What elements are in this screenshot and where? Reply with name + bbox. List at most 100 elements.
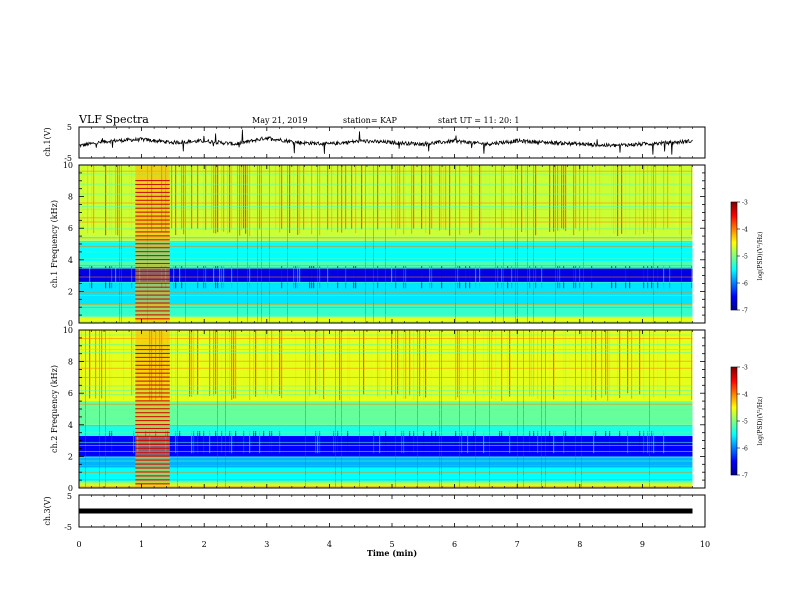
header-date: May 21, 2019 — [252, 116, 308, 125]
spectrogram-line — [79, 183, 693, 185]
spectrogram-streak — [559, 165, 561, 232]
spectrogram-streak — [515, 165, 516, 323]
spectrogram-streak — [579, 165, 581, 232]
spectrogram-streak — [425, 165, 427, 233]
spectrogram-streak — [229, 165, 231, 233]
spectrogram-streak — [525, 165, 527, 233]
spectrogram-streak — [471, 165, 473, 233]
ch1-waveform-panel: 5 -5 ch.1(V) — [43, 123, 706, 163]
spectrogram-streak — [133, 330, 135, 394]
spectrogram-streak — [211, 165, 213, 229]
spectrogram-streak — [275, 165, 277, 230]
spectrogram-streak — [373, 165, 374, 323]
spectrogram-streak — [607, 330, 609, 401]
spectrogram-streak — [365, 330, 367, 402]
spectrogram-streak — [443, 165, 445, 230]
spectrogram-line — [79, 367, 693, 369]
spectrogram-streak — [221, 330, 223, 397]
spectrogram-streak — [397, 330, 399, 395]
spectrogram-streak — [249, 330, 251, 401]
x-axis-label: Time (min) — [367, 548, 417, 558]
spectrogram-streak — [271, 330, 273, 394]
spectrogram-streak — [193, 330, 195, 395]
spectrogram-streak — [339, 330, 341, 401]
spectrogram-streak — [95, 330, 97, 399]
spectrogram-burst-line — [135, 475, 170, 477]
spectrogram-streak — [93, 165, 95, 233]
spectrogram-burst-line — [135, 247, 170, 249]
spectrogram-streak — [85, 330, 86, 488]
spectrogram-streak — [555, 165, 556, 323]
ch2-colorbar: -3 -4 -5 -6 -7 log(PSD)(V²/Hz) — [730, 365, 764, 480]
spectrogram-streak — [611, 165, 613, 229]
spectrogram-streak — [377, 330, 379, 397]
spectrogram-streak — [323, 330, 325, 400]
spectrogram-streak — [171, 165, 173, 229]
spectrogram-line — [79, 228, 693, 230]
spectrogram-streak — [587, 330, 589, 401]
spectrogram-burst-line — [135, 195, 170, 197]
colorbar-tick-label: -7 — [742, 473, 748, 480]
spectrogram-burst-line — [135, 290, 170, 292]
spectrogram-streak — [401, 330, 403, 396]
spectrogram-line — [79, 471, 693, 473]
spectrogram-line — [79, 321, 693, 323]
colorbar-tick-label: -5 — [742, 419, 748, 426]
spectrogram-streak — [461, 330, 463, 400]
spectrogram-streak — [203, 165, 205, 232]
spectrogram-burst-line — [135, 278, 170, 280]
spectrogram-streak — [507, 330, 509, 394]
spectrogram-streak — [359, 330, 360, 488]
spectrogram-streak — [541, 165, 543, 229]
spectrogram-burst-line — [135, 180, 170, 182]
spectrogram-streak — [251, 165, 253, 235]
spectrogram-streak — [545, 330, 546, 488]
spectrogram-line — [79, 205, 693, 207]
spectrogram-streak — [227, 165, 229, 235]
spectrogram-streak — [181, 330, 183, 400]
spectrogram-streak — [327, 165, 329, 230]
ch3-waveform-ylabel: ch.3(V) — [43, 496, 52, 525]
spectrogram-streak — [333, 330, 335, 401]
spectrogram-streak — [185, 165, 186, 323]
spectrogram-streak — [365, 165, 366, 323]
spectrogram-streak — [457, 330, 459, 398]
ch3-waveform-ytick-top: 5 — [67, 492, 72, 501]
spectrogram-streak — [247, 165, 248, 323]
spectrogram-line — [79, 352, 693, 354]
spectrogram-line — [79, 276, 693, 278]
spectrogram-streak — [109, 330, 111, 399]
spectrogram-streak — [131, 330, 133, 396]
spectrogram-burst-line — [135, 404, 170, 406]
spectrogram-streak — [373, 330, 375, 397]
spectrogram-streak — [333, 165, 335, 229]
spectrogram-streak — [189, 330, 191, 397]
spectrogram-streak — [355, 165, 357, 234]
spectrogram-line — [79, 251, 693, 253]
x-tick-label: 9 — [640, 540, 645, 549]
spectrogram-streak — [351, 165, 353, 229]
spectrogram-streak — [537, 330, 539, 399]
spectrogram-streak — [187, 330, 189, 400]
spectrogram-streak — [565, 165, 567, 232]
spectrogram-streak — [481, 165, 483, 231]
spectrogram-line — [79, 193, 693, 195]
spectrogram-streak — [617, 165, 619, 237]
spectrogram-burst-line — [135, 420, 170, 422]
spectrogram-streak — [361, 165, 363, 230]
spectrogram-streak — [189, 165, 191, 236]
spectrogram-streak — [225, 330, 226, 488]
spectrogram-streak — [273, 330, 275, 398]
spectrogram-streak — [281, 165, 283, 230]
spectrogram-burst-line — [135, 424, 170, 426]
x-axis-tick-labels: 0 1 2 3 4 5 6 7 8 9 10 — [76, 540, 710, 549]
spectrogram-streak — [439, 165, 441, 231]
spectrogram-streak — [317, 330, 319, 395]
spectrogram-streak — [635, 330, 637, 396]
spectrogram-burst-line — [135, 356, 170, 358]
spectrogram-streak — [279, 165, 281, 233]
spectrogram-burst-line — [135, 219, 170, 221]
spectrogram-streak — [269, 330, 271, 395]
spectrogram-streak — [241, 165, 243, 230]
spectrogram-streak — [601, 165, 603, 232]
